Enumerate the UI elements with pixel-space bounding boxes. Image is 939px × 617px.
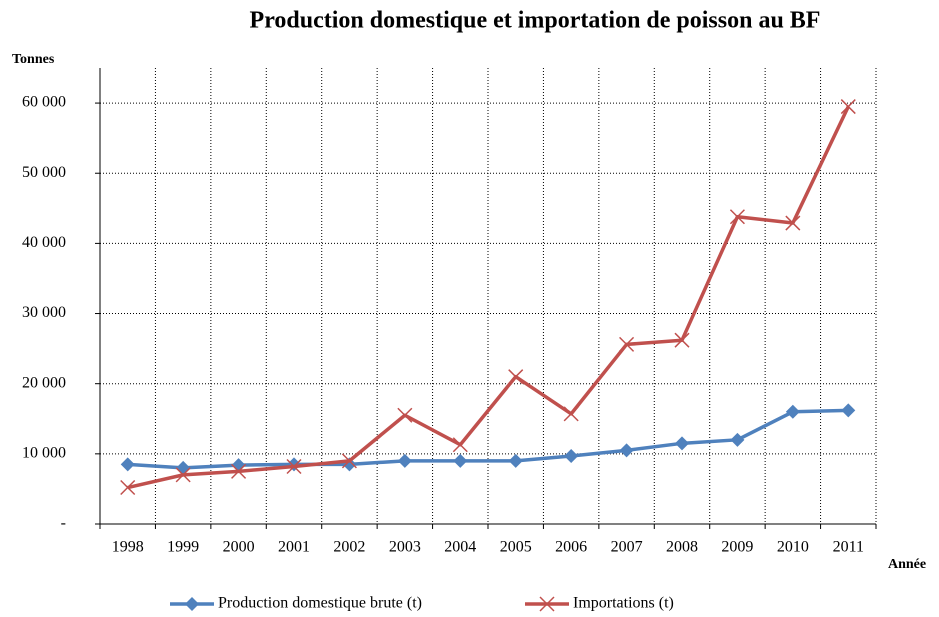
data-point	[675, 436, 689, 451]
x-tick-label: 1999	[167, 539, 199, 556]
data-point	[508, 369, 524, 385]
series-line	[127, 408, 849, 470]
x-tick-label: 2001	[278, 539, 310, 556]
y-tick-label: -	[61, 515, 66, 532]
y-tick-label: 30 000	[22, 304, 66, 321]
x-tick-label: 2002	[333, 539, 365, 556]
data-point	[564, 448, 579, 463]
x-tick-label: 2000	[223, 539, 255, 556]
data-point	[341, 453, 357, 469]
series-line	[127, 105, 850, 490]
x-tick-label: 2009	[721, 539, 753, 556]
y-tick-label: 40 000	[22, 234, 66, 251]
data-point	[785, 215, 801, 231]
x-tick-label: 2007	[611, 539, 643, 556]
data-point	[785, 404, 800, 419]
data-point	[508, 453, 523, 468]
y-axis-label: Tonnes	[12, 52, 55, 67]
chart-title: Production domestique et importation de …	[250, 8, 821, 34]
x-axis-label: Année	[888, 557, 926, 572]
legend-marker	[539, 596, 555, 612]
x-tick-label: 2011	[833, 539, 864, 556]
data-point	[619, 336, 635, 352]
data-point	[176, 460, 191, 475]
x-tick-label: 2004	[444, 539, 476, 556]
y-tick-label: 50 000	[22, 164, 66, 181]
data-point	[120, 457, 135, 472]
data-point	[286, 458, 302, 475]
x-tick-label: 2003	[389, 539, 421, 556]
data-point	[453, 453, 468, 468]
data-point	[452, 437, 468, 453]
x-tick-label: 1998	[112, 539, 144, 556]
legend-marker	[185, 597, 199, 611]
data-point	[231, 463, 247, 479]
legend-label: Production domestique brute (t)	[218, 595, 422, 612]
data-point	[397, 453, 412, 468]
data-point	[397, 407, 413, 423]
x-tick-label: 2010	[777, 539, 809, 556]
data-point	[175, 467, 191, 483]
data-point	[674, 332, 690, 348]
legend-label: Importations (t)	[573, 595, 674, 612]
x-tick-label: 2005	[500, 539, 532, 556]
data-point	[619, 443, 634, 458]
x-tick-label: 2006	[555, 539, 587, 556]
data-point	[563, 406, 579, 422]
y-tick-label: 60 000	[22, 94, 66, 111]
y-tick-label: 20 000	[22, 374, 66, 391]
data-point	[841, 403, 856, 418]
data-point	[840, 99, 856, 115]
x-tick-label: 2008	[666, 539, 698, 556]
y-tick-label: 10 000	[22, 445, 66, 462]
data-point	[729, 209, 745, 225]
data-point	[730, 432, 745, 447]
data-point	[120, 479, 136, 496]
